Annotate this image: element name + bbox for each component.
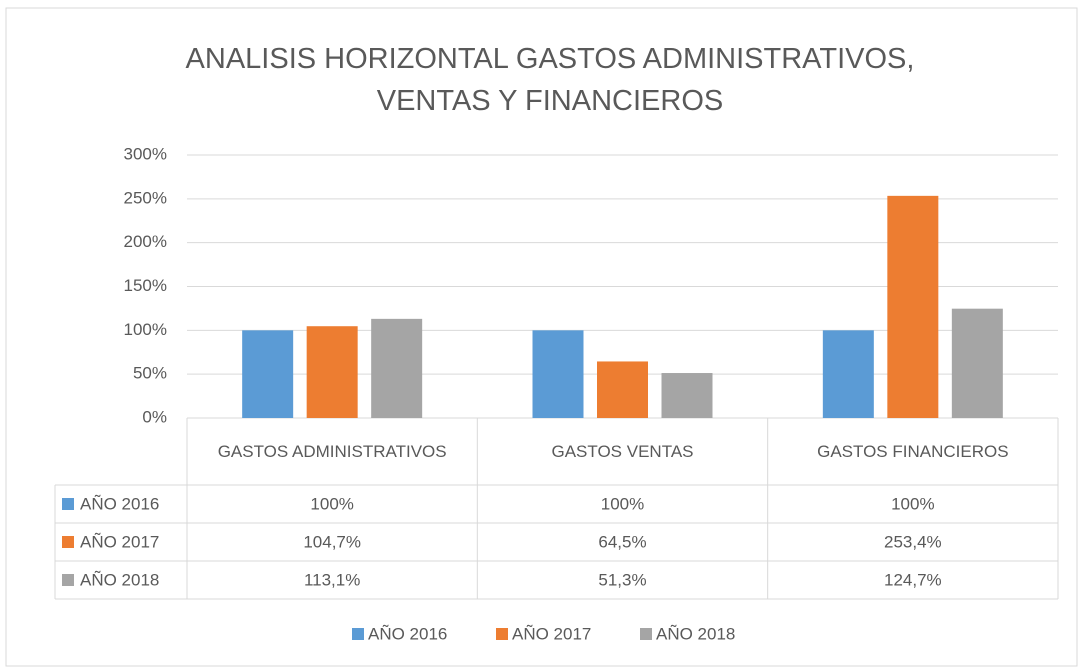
- table-value: 124,7%: [884, 570, 942, 589]
- bar: [951, 308, 1003, 418]
- y-tick-label: 50%: [133, 364, 167, 383]
- y-tick-label: 300%: [124, 144, 167, 163]
- bar: [887, 195, 939, 418]
- table-legend-key: [62, 574, 74, 586]
- bar: [306, 326, 358, 418]
- table-legend-label: AÑO 2018: [80, 570, 159, 589]
- bar: [371, 318, 423, 418]
- y-tick-label: 0%: [142, 407, 167, 426]
- table-value: 253,4%: [884, 532, 942, 551]
- x-tick-label-box: GASTOS FINANCIEROS: [817, 441, 1009, 461]
- x-tick-label: GASTOS ADMINISTRATIVOS: [217, 441, 447, 461]
- legend-key: [640, 628, 652, 640]
- bar: [661, 373, 713, 418]
- chart-title: ANALISIS HORIZONTAL GASTOS ADMINISTRATIV…: [185, 43, 915, 117]
- legend-key: [496, 628, 508, 640]
- x-tick-label: GASTOS FINANCIEROS: [817, 441, 1009, 461]
- bar: [597, 361, 648, 418]
- x-tick-label: GASTOS VENTAS: [551, 441, 694, 461]
- table-value: 113,1%: [304, 570, 360, 589]
- legend-label: AÑO 2017: [512, 624, 591, 643]
- x-tick-label-box: GASTOS VENTAS: [551, 441, 694, 461]
- x-tick-label-box: GASTOS ADMINISTRATIVOS: [217, 441, 447, 461]
- table-legend-key: [62, 498, 74, 510]
- bar: [822, 330, 874, 418]
- legend-label: AÑO 2018: [656, 624, 735, 643]
- table-value: 51,3%: [598, 570, 646, 589]
- y-tick-label: 250%: [124, 188, 167, 207]
- bar: [242, 330, 294, 418]
- y-tick-label: 200%: [124, 232, 167, 251]
- y-tick-label: 100%: [124, 320, 167, 339]
- table-legend-label: AÑO 2017: [80, 532, 159, 551]
- table-value: 100%: [891, 494, 934, 513]
- y-tick-label: 150%: [124, 276, 167, 295]
- table-value: 64,5%: [598, 532, 646, 551]
- table-legend-key: [62, 536, 74, 548]
- table-legend-label: AÑO 2016: [80, 494, 159, 513]
- legend-label: AÑO 2016: [368, 624, 447, 643]
- table-value: 104,7%: [303, 532, 361, 551]
- table-value: 100%: [601, 494, 644, 513]
- bar: [532, 330, 584, 418]
- legend-key: [352, 628, 364, 640]
- table-value: 100%: [310, 494, 353, 513]
